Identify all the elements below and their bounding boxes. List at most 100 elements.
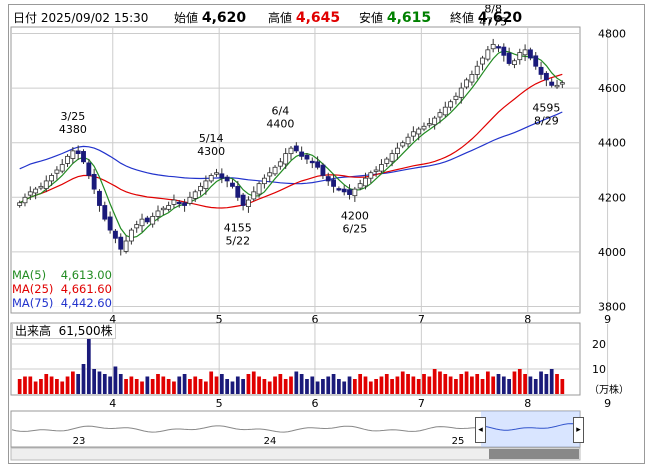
volume-bar (225, 379, 230, 394)
candle (107, 216, 113, 231)
candle (368, 172, 374, 179)
volume-bar (448, 376, 453, 394)
ma5-value: 4,613.00 (60, 268, 112, 282)
volume-bar (81, 364, 86, 394)
annotation-date: 8/29 (534, 114, 559, 127)
volume-bar (71, 371, 75, 394)
candle (309, 160, 315, 164)
candle (256, 183, 262, 195)
volume-x-tick-label: 5 (216, 397, 223, 410)
volume-bar (528, 376, 533, 394)
annotation-value: 4400 (266, 118, 294, 131)
volume-bar (358, 374, 363, 394)
volume-bar (422, 374, 426, 394)
volume-bar (501, 376, 506, 394)
date-value: 2025/09/02 15:30 (40, 11, 149, 25)
annotation-value: 4200 (341, 209, 369, 222)
candle (81, 151, 86, 163)
volume-bar (533, 379, 538, 394)
high-value: 4,645 (295, 10, 341, 26)
ma75-value: 4,442.60 (60, 296, 112, 310)
volume-bar (438, 371, 442, 394)
candle (527, 49, 533, 59)
candle (240, 194, 246, 206)
volume-bar (454, 379, 458, 394)
volume-bar (124, 379, 128, 394)
header-open: 始値 4,620 (174, 9, 246, 27)
candle (394, 147, 400, 155)
moving-average-legend: MA(5) 4,613.00 MA(25) 4,661.60 MA(75) 4,… (12, 268, 112, 310)
volume-bar (97, 371, 102, 394)
header-close: 終値 4,620 (450, 9, 522, 27)
volume-bar (145, 376, 150, 394)
candle (379, 164, 384, 172)
candle (102, 205, 108, 220)
scrollbar-thumb[interactable] (489, 449, 579, 459)
candle (453, 95, 459, 100)
volume-bar (400, 371, 405, 394)
candle (506, 52, 512, 64)
volume-x-tick-label: 9 (604, 397, 611, 410)
volume-bar (267, 381, 272, 394)
volume-bar (204, 381, 208, 394)
candle (341, 188, 347, 193)
x-tick-label: 8 (524, 313, 531, 326)
volume-bar (283, 379, 288, 394)
volume-bar (491, 376, 496, 394)
candle (474, 65, 480, 75)
navigator-right-handle[interactable]: ▸ (573, 417, 584, 443)
volume-bar (55, 379, 59, 394)
volume-bar (140, 381, 144, 394)
candle (373, 169, 379, 172)
volume-bar (555, 374, 559, 394)
volume-bar (182, 374, 187, 394)
x-tick-label: 4 (109, 313, 116, 326)
navigator-history-line (11, 425, 481, 433)
volume-bar (384, 374, 389, 394)
candle (43, 180, 49, 189)
candle (549, 81, 555, 86)
ma75-line (19, 111, 563, 185)
open-label: 始値 (174, 11, 199, 25)
volume-bar (443, 374, 448, 394)
volume-bar (347, 376, 352, 394)
header-high: 高値 4,645 (268, 9, 340, 27)
candle (113, 230, 118, 239)
annotation-date: 6/4 (272, 105, 290, 118)
candle (118, 236, 124, 250)
annotation-date: 3/25 (61, 110, 86, 123)
candle (533, 55, 539, 67)
volume-bar (113, 366, 118, 394)
volume-bar (49, 376, 54, 394)
volume-bar (485, 371, 490, 394)
candle (214, 172, 219, 175)
date-label: 日付 (13, 11, 38, 25)
volume-bar (150, 379, 155, 394)
navigator-left-handle[interactable]: ◂ (475, 417, 486, 443)
volume-bar (480, 379, 485, 394)
volume-bar (214, 376, 219, 394)
candle (432, 117, 438, 126)
candle (33, 188, 39, 194)
volume-bar (390, 379, 394, 394)
candle (384, 158, 390, 164)
candle (219, 173, 225, 179)
candle (405, 136, 411, 145)
high-label: 高値 (268, 11, 293, 25)
candle (261, 177, 267, 185)
volume-bar (310, 376, 315, 394)
candle (272, 166, 278, 175)
volume-bar (321, 379, 325, 394)
candle (426, 123, 432, 126)
candle (203, 180, 209, 189)
volume-bar (166, 379, 171, 394)
volume-x-tick-label: 8 (524, 397, 531, 410)
candle (59, 164, 65, 172)
scrollbar-track[interactable] (10, 447, 581, 461)
volume-bar (549, 369, 554, 394)
volume-bar (39, 379, 43, 394)
volume-bar (219, 374, 224, 394)
volume-bar (23, 376, 27, 394)
volume-bar (406, 374, 410, 394)
x-tick-label: 5 (216, 313, 223, 326)
